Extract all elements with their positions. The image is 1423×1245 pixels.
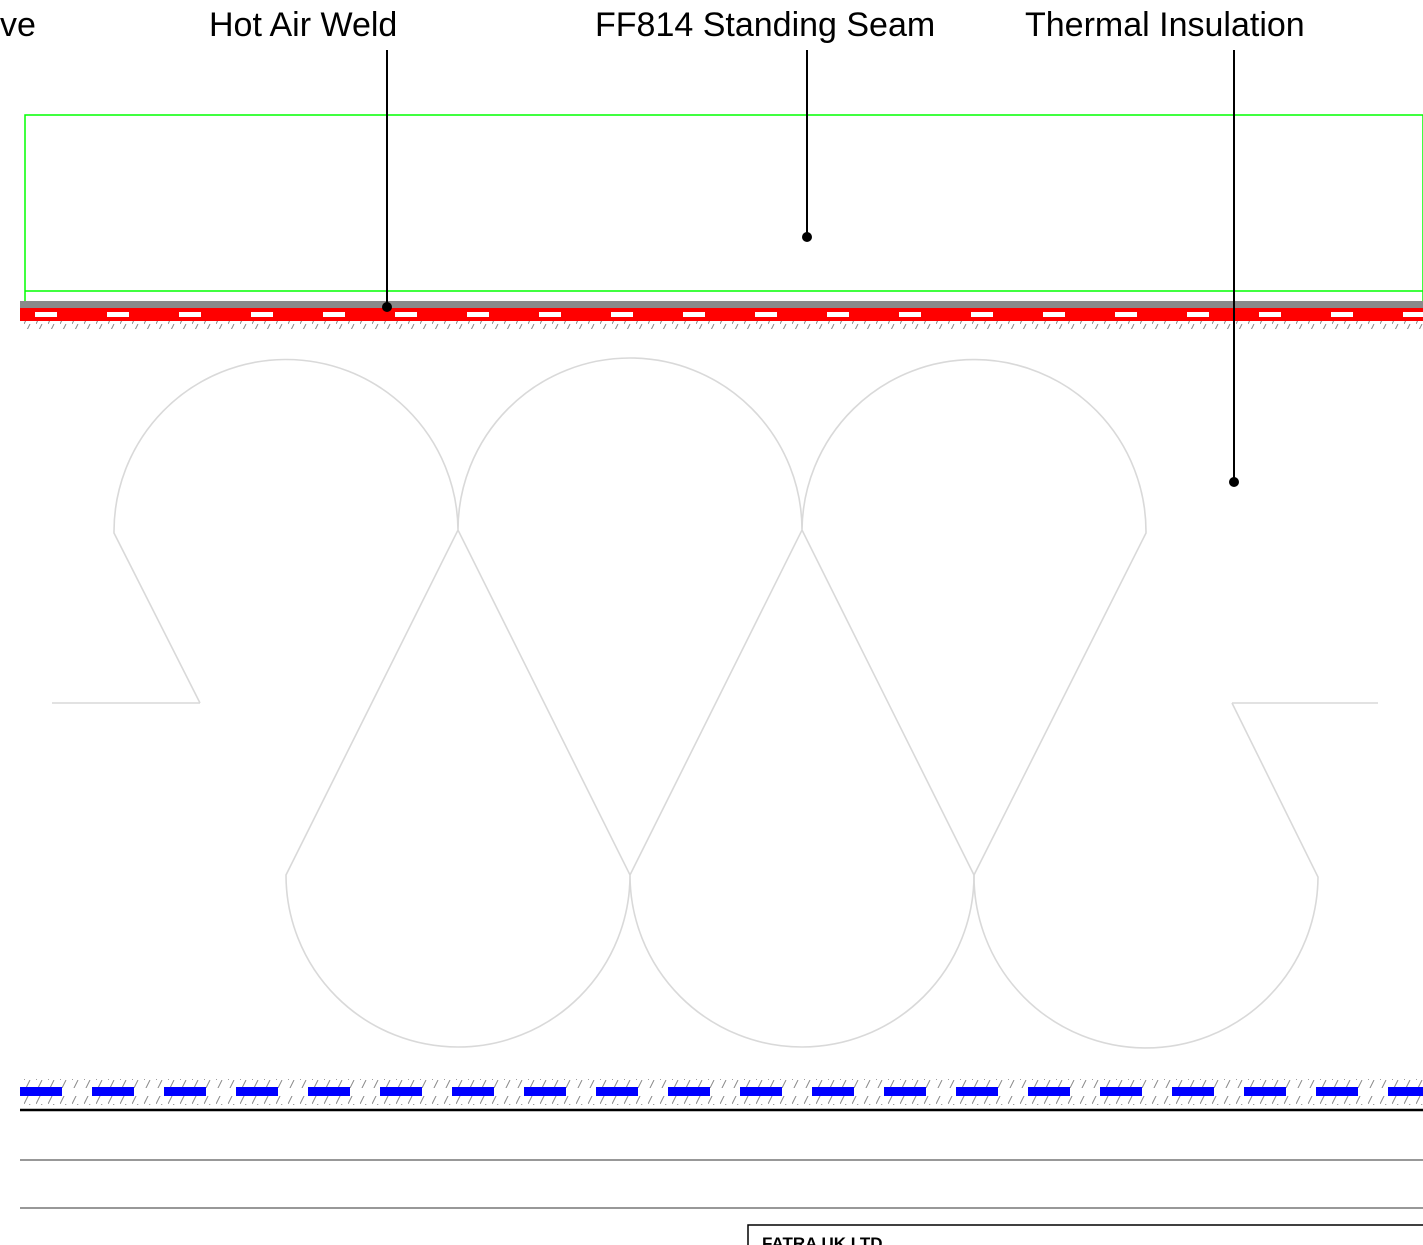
vcl-dash [524, 1087, 566, 1096]
membrane-dash [35, 312, 57, 317]
vcl-dash [1028, 1087, 1070, 1096]
vcl-dash [92, 1087, 134, 1096]
vcl-dash [164, 1087, 206, 1096]
vcl-dash [1316, 1087, 1358, 1096]
membrane-dash [395, 312, 417, 317]
membrane-dash [1043, 312, 1065, 317]
membrane-dash [1403, 312, 1423, 317]
vcl-dash [452, 1087, 494, 1096]
membrane-dash [827, 312, 849, 317]
insulation-symbol [52, 357, 1378, 1049]
hot-air-weld-label: Hot Air Weld [209, 6, 397, 44]
membrane-dashes [35, 312, 1423, 317]
membrane-dash [323, 312, 345, 317]
vcl-dash [1100, 1087, 1142, 1096]
vcl-dash [1388, 1087, 1423, 1096]
vcl-dash [884, 1087, 926, 1096]
vcl-dash [956, 1087, 998, 1096]
membrane-dash [107, 312, 129, 317]
vcl-dash [668, 1087, 710, 1096]
vcl-dash [1244, 1087, 1286, 1096]
membrane-dash [899, 312, 921, 317]
vcl-dash [380, 1087, 422, 1096]
membrane-dash [539, 312, 561, 317]
membrane-dash [971, 312, 993, 317]
vcl-dash [20, 1087, 62, 1096]
thermal-insulation-label: Thermal Insulation [1025, 6, 1305, 44]
hot-air-weld-leader-dot [382, 302, 392, 312]
vcl-dashes [20, 1087, 1423, 1096]
vcl-hatch-bottom [20, 1096, 1423, 1105]
membrane-hatch [20, 321, 1423, 329]
membrane-dash [1331, 312, 1353, 317]
membrane-red-band [20, 308, 1423, 321]
membrane-dash [251, 312, 273, 317]
vcl-dash [596, 1087, 638, 1096]
membrane-dash [683, 312, 705, 317]
vcl-hatch-top [20, 1079, 1423, 1088]
standing-seam-leader-dot [802, 232, 812, 242]
company-name: FATRA UK LTD [762, 1234, 883, 1245]
vcl-dash [308, 1087, 350, 1096]
standing-seam-outline [24, 114, 1423, 306]
membrane-dash [467, 312, 489, 317]
title-block: FATRA UK LTD [747, 1224, 1423, 1245]
membrane-grey-band [20, 301, 1423, 308]
membrane-dash [1259, 312, 1281, 317]
vcl-dash [236, 1087, 278, 1096]
vcl-dash [812, 1087, 854, 1096]
vcl-dash [740, 1087, 782, 1096]
standing-seam-label: FF814 Standing Seam [595, 6, 935, 44]
thermal-insulation-leader-dot [1229, 477, 1239, 487]
membrane-dash [179, 312, 201, 317]
membrane-dash [1115, 312, 1137, 317]
membrane-dash [611, 312, 633, 317]
partial-left-label: ve [0, 6, 36, 44]
vcl-dash [1172, 1087, 1214, 1096]
membrane-dash [1187, 312, 1209, 317]
membrane-dash [755, 312, 777, 317]
